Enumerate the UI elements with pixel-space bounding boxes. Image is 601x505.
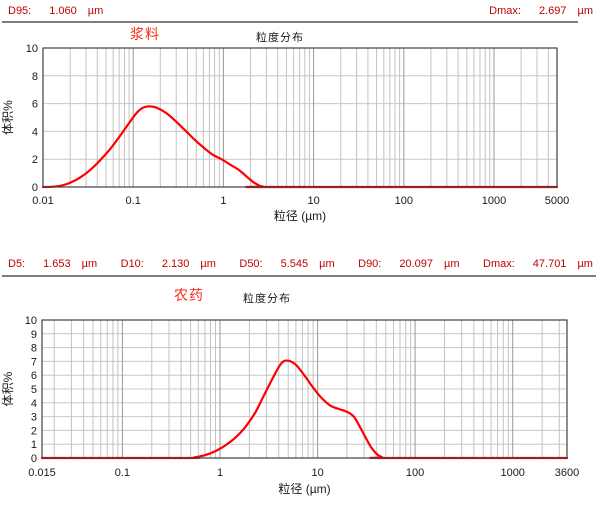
metric-d50: D50: 5.545 µm — [239, 258, 334, 270]
y-axis-label: 体积% — [1, 100, 15, 135]
metric-label: D95: — [8, 5, 32, 17]
chart-title: 粒度分布 — [256, 32, 304, 44]
metric-label: Dmax: — [483, 258, 515, 270]
metric-value: 47.701 — [532, 258, 567, 270]
metric-label: D5: — [8, 258, 26, 270]
y-tick-label: 1 — [31, 439, 37, 451]
y-tick-label: 5 — [31, 384, 37, 396]
metric-d90: D90: 20.097 µm — [358, 258, 459, 270]
x-tick-label: 1000 — [482, 195, 506, 207]
plot-border — [41, 319, 568, 459]
y-tick-label: 3 — [31, 412, 37, 424]
separator-line — [2, 275, 596, 277]
metric-unit: µm — [577, 258, 593, 270]
y-tick-label: 10 — [26, 43, 38, 55]
metric-unit: µm — [87, 5, 104, 17]
distribution-curve — [41, 105, 559, 189]
y-tick-label: 4 — [31, 398, 37, 410]
y-tick-label: 6 — [32, 99, 38, 111]
x-axis-label: 粒径 (µm) — [278, 481, 330, 496]
metric-value: 2.697 — [538, 5, 567, 17]
x-tick-label: 0.1 — [126, 195, 141, 207]
metric-value: 1.653 — [43, 258, 71, 270]
sample-name-slurry: 浆料 — [130, 26, 160, 42]
distribution-curve — [40, 359, 569, 460]
chart-title: 粒度分布 — [243, 293, 291, 305]
y-tick-label: 0 — [32, 182, 38, 194]
x-tick-label: 1 — [220, 195, 226, 207]
metric-d95: D95: 1.060 µm — [8, 5, 103, 17]
metric-value: 5.545 — [280, 258, 309, 270]
y-tick-label: 10 — [25, 315, 37, 327]
y-tick-label: 6 — [31, 370, 37, 382]
x-tick-label: 100 — [395, 195, 413, 207]
x-tick-label: 0.015 — [28, 467, 56, 479]
y-tick-label: 4 — [32, 126, 38, 138]
x-tick-label: 0.1 — [115, 467, 130, 479]
metric-unit: µm — [81, 258, 98, 270]
y-tick-label: 0 — [31, 453, 37, 465]
y-tick-label: 7 — [31, 356, 37, 368]
metric-d5: D5: 1.653 µm — [8, 258, 97, 270]
metric-label: Dmax: — [489, 5, 521, 17]
y-tick-label: 2 — [32, 154, 38, 166]
metric-d10: D10: 2.130 µm — [121, 258, 216, 270]
metric-label: D90: — [358, 258, 382, 270]
separator-line — [2, 21, 578, 23]
sample-name-pesticide: 农药 — [174, 287, 204, 303]
x-tick-label: 10 — [307, 195, 319, 207]
metric-label: D50: — [239, 258, 263, 270]
metric-unit: µm — [319, 258, 335, 270]
metric-unit: µm — [444, 258, 460, 270]
metric-dmax: Dmax: 47.701 µm — [483, 258, 593, 270]
metric-value: 1.060 — [49, 5, 77, 17]
metric-value: 2.130 — [161, 258, 190, 270]
plot-border — [42, 47, 558, 188]
y-tick-label: 8 — [31, 343, 37, 355]
y-axis-label: 体积% — [1, 371, 15, 406]
x-tick-label: 1000 — [500, 467, 524, 479]
metric-dmax: Dmax: 2.697 µm — [489, 5, 593, 17]
top-metrics-row: D95: 1.060 µm Dmax: 2.697 µm — [8, 5, 593, 17]
metric-label: D10: — [120, 258, 144, 270]
y-tick-label: 8 — [32, 71, 38, 83]
metric-unit: µm — [577, 5, 593, 17]
x-axis-label: 粒径 (µm) — [274, 208, 326, 223]
x-tick-label: 0.01 — [32, 195, 53, 207]
x-tick-label: 1 — [217, 467, 223, 479]
y-tick-label: 2 — [31, 425, 37, 437]
x-tick-label: 5000 — [545, 195, 569, 207]
bottom-metrics-row: D5: 1.653 µm D10: 2.130 µm D50: 5.545 µm… — [8, 258, 593, 270]
y-tick-label: 9 — [31, 329, 37, 341]
x-tick-label: 10 — [311, 467, 323, 479]
metric-unit: µm — [200, 258, 216, 270]
x-tick-label: 100 — [406, 467, 424, 479]
metric-value: 20.097 — [399, 258, 434, 270]
x-tick-label: 3600 — [555, 467, 579, 479]
